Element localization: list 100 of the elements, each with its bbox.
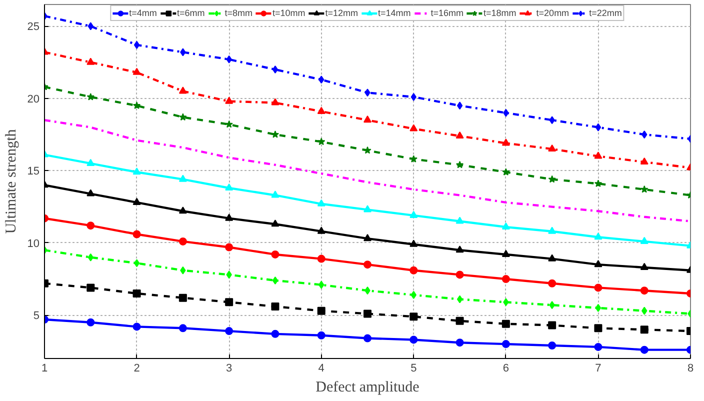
y-tick-label: 20 (27, 93, 40, 106)
point (640, 185, 648, 193)
point (548, 175, 556, 183)
point (132, 168, 141, 175)
point (225, 243, 234, 252)
point (456, 216, 464, 224)
point (225, 120, 233, 128)
point (225, 298, 234, 306)
y-tick-label: 5 (33, 310, 40, 322)
point (178, 294, 187, 302)
y-tick-label: 25 (27, 21, 40, 34)
point (549, 301, 555, 310)
point (364, 286, 370, 295)
point (317, 306, 326, 315)
x-tick-label: 2 (134, 362, 140, 374)
point (503, 108, 509, 117)
point (317, 331, 326, 340)
y-axis-title: Ultimate strength (3, 128, 20, 234)
point (226, 270, 232, 279)
point (595, 304, 602, 312)
point (548, 342, 556, 350)
point (502, 250, 510, 257)
point (225, 214, 234, 221)
point (86, 92, 94, 100)
point (456, 131, 464, 139)
point (180, 266, 186, 274)
point (640, 326, 648, 334)
point (318, 138, 326, 146)
x-tick-label: 8 (687, 362, 694, 374)
point (364, 234, 372, 242)
point (134, 40, 140, 49)
point (86, 189, 95, 196)
point (456, 270, 464, 279)
point (410, 312, 418, 321)
point (548, 321, 556, 330)
legend-label: t=4mm (129, 7, 157, 19)
point (132, 230, 141, 238)
point (226, 55, 232, 64)
point (86, 222, 95, 230)
point (88, 22, 94, 30)
point (594, 324, 602, 332)
point (272, 66, 278, 74)
point (364, 116, 372, 123)
point (594, 260, 602, 268)
point (88, 253, 94, 262)
point (410, 290, 416, 299)
legend-label: t=6mm (176, 7, 205, 19)
point (502, 168, 510, 176)
point (502, 320, 510, 328)
legend-label: t=16mm (430, 7, 464, 19)
line-series (44, 118, 690, 222)
point (86, 58, 95, 65)
point (410, 240, 418, 247)
point (549, 116, 555, 124)
point (132, 198, 141, 205)
point (640, 346, 648, 354)
point (225, 327, 234, 336)
point (410, 210, 418, 218)
point (272, 276, 278, 284)
point (364, 146, 372, 154)
x-tick-label: 6 (502, 362, 509, 374)
legend-label: t=12mm (325, 7, 358, 19)
point (132, 322, 141, 331)
point (594, 152, 602, 159)
point (317, 226, 326, 234)
point (271, 190, 280, 198)
point (640, 236, 648, 244)
point (640, 262, 648, 270)
point (271, 330, 280, 338)
legend-label: t=10mm (272, 7, 306, 19)
point (134, 259, 140, 268)
point (179, 113, 187, 121)
point (364, 310, 372, 318)
point (317, 199, 326, 206)
point (364, 260, 372, 269)
point (225, 183, 234, 191)
point (456, 102, 463, 110)
point (642, 130, 648, 139)
point (178, 206, 187, 214)
point (594, 284, 602, 292)
point (86, 318, 95, 326)
point (456, 316, 464, 325)
point (595, 123, 602, 132)
point (132, 68, 141, 75)
point (318, 76, 324, 84)
point (502, 222, 510, 230)
point (456, 338, 464, 347)
point (594, 232, 602, 240)
point (410, 124, 418, 132)
point (640, 157, 648, 165)
y-tick-label: 10 (27, 238, 40, 250)
point (364, 88, 370, 97)
legend-label: t=18mm (484, 7, 516, 19)
point (132, 102, 141, 109)
point (594, 342, 602, 351)
point (271, 98, 280, 106)
point (225, 96, 234, 104)
point (594, 180, 602, 187)
point (364, 334, 372, 342)
x-tick-label: 1 (41, 362, 48, 374)
